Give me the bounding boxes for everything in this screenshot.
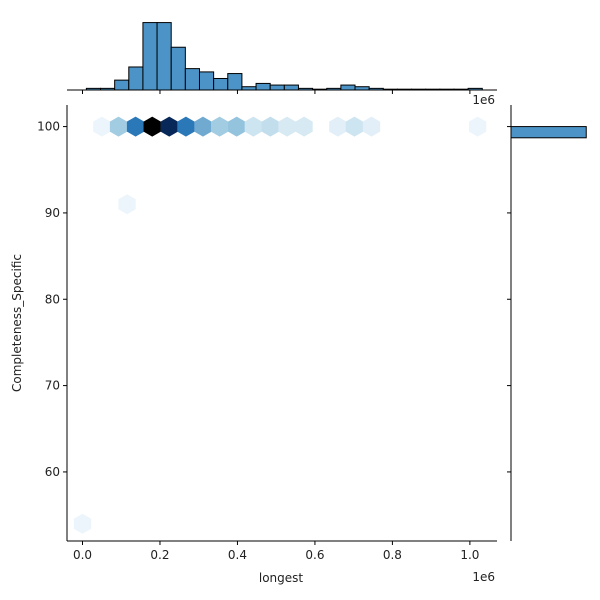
y-tick-label: 100: [37, 120, 60, 134]
hexbin-cell: [261, 116, 280, 137]
y-tick-label: 80: [45, 292, 60, 306]
hexbin-cell: [210, 116, 229, 137]
x-histogram-bar: [156, 22, 172, 91]
hexbin-cell: [345, 116, 364, 137]
hexbin-layer: [73, 116, 487, 534]
hexbin-cell: [93, 116, 111, 137]
y-histogram-bar: [510, 126, 587, 139]
x-histogram-bar: [184, 68, 200, 91]
hexbin-cell: [143, 116, 161, 137]
x-tick-label: 0.8: [383, 548, 402, 562]
hexbin-cell: [278, 116, 296, 137]
x-tick-label: 1.0: [460, 548, 479, 562]
x-axis-label: longest: [259, 571, 304, 585]
hexbin-cell: [109, 116, 128, 137]
y-axis-label: Completeness_Specific: [10, 254, 24, 392]
x-histogram-bar: [213, 77, 229, 91]
hexbin-cell: [118, 194, 136, 215]
hexbin-cell: [160, 116, 178, 137]
x-histogram-bar: [128, 66, 144, 91]
x-marginal-histogram: [67, 22, 497, 94]
x-offset-label-top: 1e6: [472, 93, 495, 107]
x-tick-label: 0.6: [305, 548, 324, 562]
y-tick-label: 70: [45, 379, 60, 393]
y-marginal-histogram: [507, 105, 587, 541]
hexbin-cell: [126, 116, 145, 137]
hexbin-cell: [295, 116, 313, 137]
x-histogram-bar: [142, 22, 158, 91]
hexbin-cell: [228, 116, 246, 137]
tick-labels: 0.0 0.2 0.4 0.6 0.8 1.0 60 70 80 90 100: [37, 120, 479, 562]
hexbin-cell: [194, 116, 212, 137]
x-histogram-bar: [114, 79, 130, 91]
x-histogram-bar: [283, 84, 299, 91]
x-tick-label: 0.4: [228, 548, 247, 562]
x-offset-label-bottom: 1e6: [472, 570, 495, 584]
axes: [63, 105, 497, 545]
x-histogram-bar: [255, 82, 271, 91]
y-tick-label: 90: [45, 206, 60, 220]
x-tick-label: 0.2: [150, 548, 169, 562]
hexbin-cell: [73, 513, 92, 534]
x-tick-label: 0.0: [73, 548, 92, 562]
hexbin-cell: [362, 116, 381, 137]
hexbin-cell: [329, 116, 347, 137]
x-histogram-bar: [227, 73, 243, 91]
hexbin-cell: [468, 116, 487, 137]
x-histogram-bar: [340, 84, 356, 91]
hexbin-cell: [244, 116, 262, 137]
x-histogram-bar: [269, 84, 285, 91]
y-tick-label: 60: [45, 465, 60, 479]
x-histogram-bar: [198, 71, 215, 91]
hexbin-cell: [177, 116, 195, 137]
x-histogram-bar: [170, 46, 186, 91]
